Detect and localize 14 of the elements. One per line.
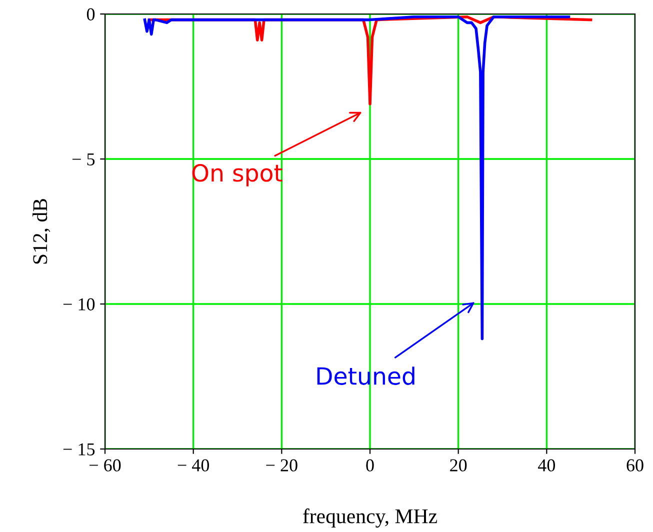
y-tick-label: − 15 xyxy=(63,443,95,456)
x-tick-label: 0 xyxy=(366,459,374,472)
y-tick-label: 0 xyxy=(86,8,95,20)
y-tick-label: − 5 xyxy=(72,153,95,166)
y-axis-title: S12, dB xyxy=(32,198,50,264)
x-tick-label: − 60 xyxy=(90,459,121,472)
x-tick-label: − 40 xyxy=(178,459,210,472)
x-tick-label: 60 xyxy=(626,459,644,472)
x-tick-label: 20 xyxy=(450,459,467,472)
y-tick-label: − 10 xyxy=(63,298,95,310)
x-tick-label: 40 xyxy=(538,459,556,472)
x-axis-title: frequency, MHz xyxy=(303,508,437,528)
line-series xyxy=(143,16,570,340)
x-tick-label: − 20 xyxy=(266,459,298,472)
